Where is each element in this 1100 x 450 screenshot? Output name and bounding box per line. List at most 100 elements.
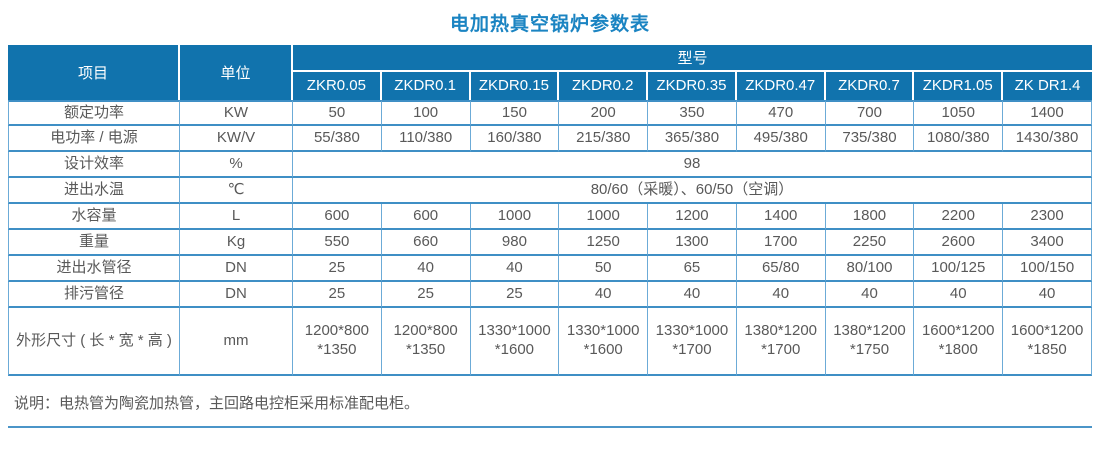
cell-value: 1600*1200 *1800 (914, 308, 1004, 376)
cell-value: 365/380 (648, 126, 737, 152)
cell-value: 150 (470, 100, 560, 126)
cell-value: 600 (381, 204, 471, 230)
row-unit: Kg (180, 230, 293, 256)
cell-value: 80/100 (825, 256, 915, 282)
header-item: 项目 (8, 45, 180, 100)
cell-value: 1200*800 *1350 (293, 308, 382, 376)
header-model-zkdr0-1: ZKDR0.1 (381, 71, 471, 100)
cell-value: 215/380 (559, 126, 649, 152)
row-unit: DN (180, 256, 293, 282)
cell-value: 2200 (914, 204, 1004, 230)
header-model-zkdr0-2: ZKDR0.2 (559, 71, 649, 100)
cell-value: 495/380 (736, 126, 826, 152)
row-unit: DN (180, 282, 293, 308)
row-label: 进出水管径 (8, 256, 180, 282)
cell-value: 980 (470, 230, 560, 256)
cell-value: 40 (736, 282, 826, 308)
cell-value: 55/380 (293, 126, 382, 152)
row-label: 外形尺寸 ( 长 * 宽 * 高 ) (8, 308, 180, 376)
header-model-zkdr0-47: ZKDR0.47 (736, 71, 826, 100)
cell-value: 1700 (736, 230, 826, 256)
header-model-group: 型号 (293, 45, 1092, 72)
cell-value: 40 (1003, 282, 1092, 308)
cell-value: 2300 (1003, 204, 1092, 230)
cell-value: 50 (559, 256, 649, 282)
table-row-water-temp: 进出水温 ℃ 80/60（采暖）、60/50（空调） (8, 178, 1092, 204)
cell-value: 25 (470, 282, 560, 308)
cell-value: 65 (648, 256, 737, 282)
cell-value: 40 (381, 256, 471, 282)
cell-value: 200 (559, 100, 649, 126)
header-row-group: 项目 单位 型号 (8, 45, 1092, 100)
cell-value: 1200*800 *1350 (381, 308, 471, 376)
cell-value: 40 (470, 256, 560, 282)
footnote: 说明：电热管为陶瓷加热管，主回路电控柜采用标准配电柜。 (8, 376, 1092, 428)
row-unit: mm (180, 308, 293, 376)
cell-value: 65/80 (736, 256, 826, 282)
row-label: 进出水温 (8, 178, 180, 204)
cell-value: 1050 (914, 100, 1004, 126)
header-model-zkdr0-7: ZKDR0.7 (825, 71, 915, 100)
row-label: 电功率 / 电源 (8, 126, 180, 152)
cell-value: 1000 (559, 204, 649, 230)
header-unit: 单位 (180, 45, 293, 100)
header-model-zkdr0-15: ZKDR0.15 (470, 71, 560, 100)
table-row-rated-power: 额定功率 KW 50 100 150 200 350 470 700 1050 … (8, 100, 1092, 126)
cell-value: 25 (293, 256, 382, 282)
row-unit: L (180, 204, 293, 230)
row-label: 重量 (8, 230, 180, 256)
cell-value: 40 (914, 282, 1004, 308)
cell-value: 40 (648, 282, 737, 308)
cell-value: 1330*1000 *1600 (559, 308, 649, 376)
table-row-dimensions: 外形尺寸 ( 长 * 宽 * 高 ) mm 1200*800 *1350 120… (8, 308, 1092, 376)
row-label: 水容量 (8, 204, 180, 230)
cell-value: 1000 (470, 204, 560, 230)
cell-value: 100/125 (914, 256, 1004, 282)
cell-value: 3400 (1003, 230, 1092, 256)
row-unit: KW (180, 100, 293, 126)
row-unit: % (180, 152, 293, 178)
table-row-inlet-outlet-pipe: 进出水管径 DN 25 40 40 50 65 65/80 80/100 100… (8, 256, 1092, 282)
cell-value: 1380*1200 *1750 (825, 308, 915, 376)
cell-value: 700 (825, 100, 915, 126)
cell-value: 550 (293, 230, 382, 256)
cell-value: 2250 (825, 230, 915, 256)
cell-value: 1330*1000 *1700 (648, 308, 737, 376)
cell-value: 1080/380 (914, 126, 1004, 152)
table-row-design-efficiency: 设计效率 % 98 (8, 152, 1092, 178)
cell-value: 40 (559, 282, 649, 308)
row-unit: KW/V (180, 126, 293, 152)
header-row-models: ZKR0.05 ZKDR0.1 ZKDR0.15 ZKDR0.2 ZKDR0.3… (8, 71, 1092, 100)
header-model-zkr0-05: ZKR0.05 (293, 71, 382, 100)
parameter-table: 项目 单位 型号 ZKR0.05 ZKDR0.1 ZKDR0.15 ZKDR0.… (8, 45, 1092, 376)
cell-value: 1300 (648, 230, 737, 256)
cell-value: 50 (293, 100, 382, 126)
cell-value: 1600*1200 *1850 (1003, 308, 1092, 376)
row-label: 排污管径 (8, 282, 180, 308)
cell-value: 1400 (1003, 100, 1092, 126)
header-model-zkdr1-05: ZKDR1.05 (914, 71, 1004, 100)
cell-value: 1330*1000 *1600 (470, 308, 560, 376)
cell-value: 40 (825, 282, 915, 308)
cell-value: 1380*1200 *1700 (736, 308, 826, 376)
cell-value: 1430/380 (1003, 126, 1092, 152)
cell-value: 100/150 (1003, 256, 1092, 282)
table-row-drain-pipe: 排污管径 DN 25 25 25 40 40 40 40 40 40 (8, 282, 1092, 308)
cell-value: 2600 (914, 230, 1004, 256)
cell-value: 1800 (825, 204, 915, 230)
cell-value: 470 (736, 100, 826, 126)
cell-value: 160/380 (470, 126, 560, 152)
cell-value: 25 (381, 282, 471, 308)
header-model-zkdr1-4: ZK DR1.4 (1003, 71, 1092, 100)
cell-value: 1400 (736, 204, 826, 230)
row-label: 设计效率 (8, 152, 180, 178)
row-unit: ℃ (180, 178, 293, 204)
table-row-electric-power: 电功率 / 电源 KW/V 55/380 110/380 160/380 215… (8, 126, 1092, 152)
cell-value: 25 (293, 282, 382, 308)
cell-value: 100 (381, 100, 471, 126)
row-label: 额定功率 (8, 100, 180, 126)
header-model-zkdr0-35: ZKDR0.35 (648, 71, 737, 100)
page-title: 电加热真空锅炉参数表 (449, 14, 650, 35)
cell-value: 735/380 (825, 126, 915, 152)
cell-value: 1250 (559, 230, 649, 256)
